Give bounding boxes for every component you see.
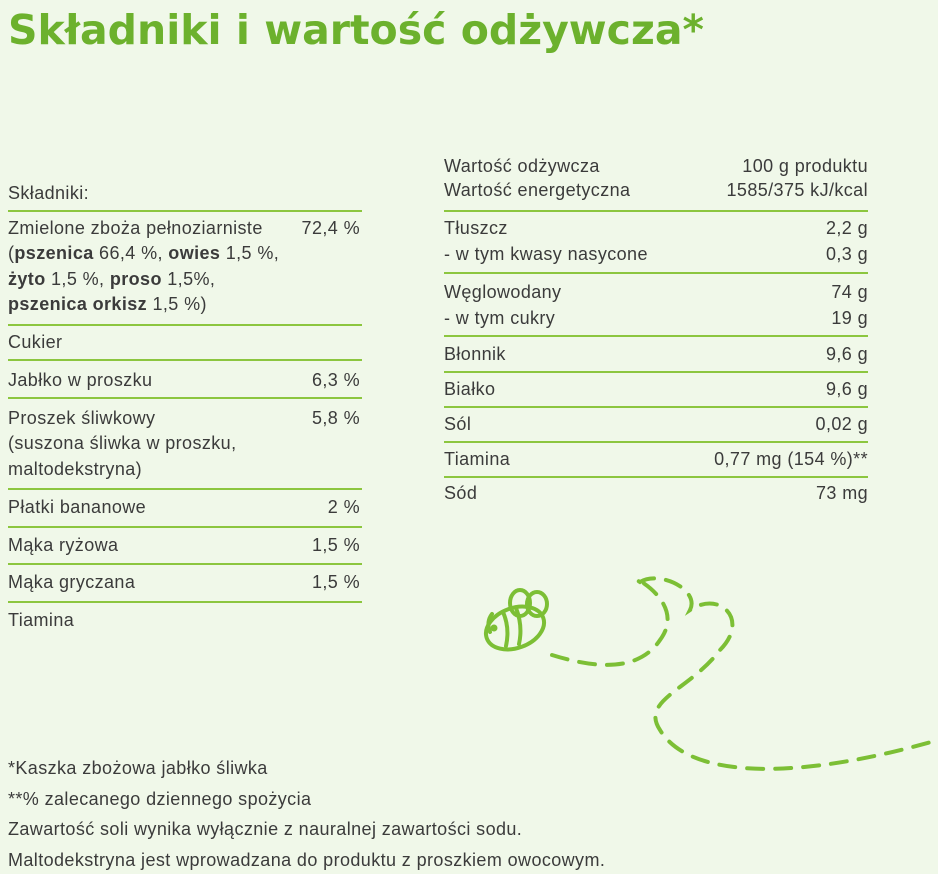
ingredient-segment: 1,5%, xyxy=(161,268,216,289)
ingredient-segment: pszenica xyxy=(14,243,94,264)
separator xyxy=(444,371,868,373)
separator xyxy=(444,476,868,478)
nutrition-header-label: Wartość energetyczna xyxy=(444,180,631,200)
ingredient-name: Proszek śliwkowy xyxy=(8,408,156,428)
footnote: *Kaszka zbożowa jabłko śliwka xyxy=(8,758,268,778)
separator xyxy=(8,488,362,490)
nutrient-label: Sól xyxy=(444,414,472,434)
ingredient-value: 5,8 % xyxy=(311,408,360,428)
nutrient-value: 0,3 g xyxy=(825,243,868,264)
ingredient-segment: żyto xyxy=(8,268,46,289)
ingredient-segment: pszenica orkisz xyxy=(8,293,148,314)
nutrient-label: Sód xyxy=(444,483,478,503)
nutrition-header-value: 1585/375 kJ/kcal xyxy=(726,180,868,200)
nutrient-value: 2,2 g xyxy=(825,218,868,238)
separator xyxy=(8,526,362,528)
nutrient-label: Węglowodany xyxy=(444,282,562,302)
nutrient-label: Błonnik xyxy=(444,344,506,364)
nutrient-value: 0,02 g xyxy=(815,414,868,434)
ingredient-name: Mąka gryczana xyxy=(8,572,136,592)
nutrition-header-label: Wartość odżywcza xyxy=(444,156,600,176)
ingredient-name: maltodekstryna) xyxy=(8,458,143,479)
nutrient-value: 9,6 g xyxy=(825,344,868,364)
separator xyxy=(444,210,868,212)
footnote: Zawartość soli wynika wyłącznie z naural… xyxy=(8,819,523,840)
separator xyxy=(444,272,868,274)
ingredient-name: pszenica orkisz 1,5 %) xyxy=(8,293,207,315)
ingredient-name: żyto 1,5 %, proso 1,5%, xyxy=(8,268,215,290)
ingredient-value: 1,5 % xyxy=(311,572,360,592)
nutrient-label: - w tym cukry xyxy=(444,307,556,328)
ingredient-value: 6,3 % xyxy=(311,370,360,390)
ingredient-segment: Zmielone zboża pełnoziarniste xyxy=(8,218,263,238)
ingredient-name: Tiamina xyxy=(8,610,75,630)
ingredient-name: Płatki bananowe xyxy=(8,497,147,517)
ingredient-segment: owies xyxy=(168,243,221,264)
nutrition-header-value: 100 g produktu xyxy=(742,156,868,176)
ingredient-segment: ( xyxy=(8,243,15,264)
separator xyxy=(8,210,362,212)
nutrient-label: - w tym kwasy nasycone xyxy=(444,243,648,264)
ingredient-value: 1,5 % xyxy=(311,535,360,555)
bee xyxy=(483,588,549,652)
ingredients-heading: Składniki: xyxy=(8,183,90,203)
ingredient-name: Mąka ryżowa xyxy=(8,535,119,555)
dashed-path xyxy=(550,576,938,771)
nutrient-label: Białko xyxy=(444,379,496,399)
separator xyxy=(444,406,868,408)
nutrient-value: 74 g xyxy=(831,282,868,302)
ingredient-name: (suszona śliwka w proszku, xyxy=(8,433,237,454)
footnote: Maltodekstryna jest wprowadzana do produ… xyxy=(8,850,606,871)
nutrient-value: 9,6 g xyxy=(825,379,868,399)
nutrient-label: Tłuszcz xyxy=(444,218,508,238)
nutrient-value: 19 g xyxy=(831,307,868,328)
separator xyxy=(8,563,362,565)
nutrient-value: 73 mg xyxy=(815,483,868,503)
ingredient-name: (pszenica 66,4 %, owies 1,5 %, xyxy=(8,242,279,264)
nutrient-label: Tiamina xyxy=(444,449,511,469)
separator xyxy=(444,441,868,443)
footnote: **% zalecanego dziennego spożycia xyxy=(8,788,312,809)
separator xyxy=(8,601,362,603)
ingredient-segment: 66,4 %, xyxy=(93,243,169,264)
ingredient-name: Cukier xyxy=(8,332,63,352)
ingredient-name: Zmielone zboża pełnoziarniste xyxy=(8,217,263,239)
separator xyxy=(8,397,362,399)
ingredient-segment: 1,5 %) xyxy=(147,293,207,314)
separator xyxy=(444,335,868,337)
ingredient-value: 72,4 % xyxy=(301,218,360,238)
ingredient-name: Jabłko w proszku xyxy=(8,370,153,390)
nutrient-value: 0,77 mg (154 %)** xyxy=(714,449,868,469)
separator xyxy=(8,324,362,326)
separator xyxy=(8,359,362,361)
page-title: Składniki i wartość odżywcza* xyxy=(8,6,704,54)
ingredient-value: 2 % xyxy=(327,497,360,517)
ingredient-segment: proso xyxy=(109,268,162,289)
ingredient-segment: 1,5 %, xyxy=(220,243,280,264)
ingredient-segment: 1,5 %, xyxy=(45,268,110,289)
